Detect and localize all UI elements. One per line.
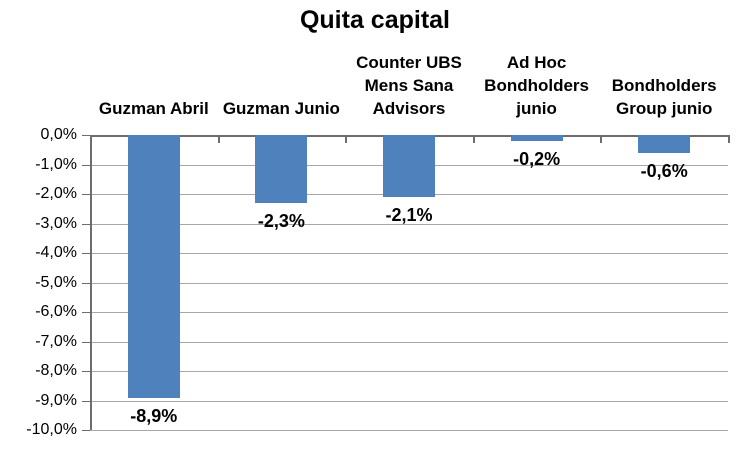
y-axis-tick-label: -9,0% bbox=[35, 391, 77, 409]
y-axis-tick-label: -2,0% bbox=[35, 185, 77, 202]
y-axis-tick bbox=[82, 194, 90, 195]
gridline bbox=[90, 400, 728, 402]
y-axis-tick-label: -1,0% bbox=[35, 155, 77, 173]
category-axis-tick bbox=[728, 135, 730, 143]
bar-0 bbox=[127, 135, 180, 398]
gridline bbox=[90, 430, 728, 431]
y-axis-tick bbox=[82, 282, 90, 284]
y-axis-tick bbox=[82, 430, 90, 431]
chart-title: Quita capital bbox=[299, 6, 451, 34]
y-axis-tick-label: -3,0% bbox=[35, 214, 77, 232]
y-axis-tick-label: -10,0% bbox=[26, 421, 77, 438]
y-axis-tick-label: -4,0% bbox=[35, 244, 77, 261]
gridline bbox=[90, 253, 728, 254]
category-label-4: Bondholders Group junio bbox=[611, 76, 717, 118]
data-label-0: -8,9% bbox=[130, 405, 178, 426]
y-axis-tick-label: 0,0% bbox=[40, 126, 77, 143]
category-label-3: Ad Hoc Bondholders junio bbox=[484, 53, 590, 118]
data-label-2: -2,1% bbox=[385, 204, 433, 225]
bar-3 bbox=[510, 135, 563, 141]
y-axis-tick bbox=[82, 135, 90, 136]
category-label-0: Guzman Abril bbox=[98, 99, 209, 118]
category-axis-tick bbox=[345, 135, 348, 143]
category-label-2: Counter UBS Mens Sana Advisors bbox=[356, 53, 462, 118]
y-axis-tick-label: -6,0% bbox=[35, 303, 77, 320]
y-axis-line bbox=[90, 135, 92, 430]
gridline bbox=[90, 223, 728, 225]
y-axis-tick bbox=[82, 400, 90, 402]
bar-1 bbox=[255, 135, 308, 203]
gridline bbox=[90, 371, 728, 372]
category-axis-tick bbox=[472, 135, 475, 143]
gridline bbox=[90, 282, 728, 284]
data-label-3: -0,2% bbox=[513, 148, 561, 169]
category-axis-tick bbox=[217, 135, 220, 143]
y-axis-tick bbox=[82, 371, 90, 372]
data-label-1: -2,3% bbox=[257, 210, 305, 231]
y-axis-tick bbox=[82, 164, 90, 166]
y-axis-tick-label: -5,0% bbox=[35, 273, 77, 291]
bar-4 bbox=[638, 135, 691, 153]
category-axis-tick bbox=[600, 135, 603, 143]
y-axis-tick bbox=[82, 223, 90, 225]
y-axis-tick bbox=[82, 312, 90, 313]
y-axis-tick bbox=[82, 253, 90, 254]
y-axis-tick-label: -7,0% bbox=[35, 332, 77, 350]
y-axis-tick bbox=[82, 341, 90, 343]
y-axis-tick-label: -8,0% bbox=[35, 362, 77, 379]
category-axis-tick bbox=[90, 135, 92, 143]
category-label-1: Guzman Junio bbox=[222, 99, 340, 118]
gridline bbox=[90, 312, 728, 313]
bar-2 bbox=[383, 135, 435, 197]
data-label-4: -0,6% bbox=[640, 160, 688, 181]
gridline bbox=[90, 341, 728, 343]
